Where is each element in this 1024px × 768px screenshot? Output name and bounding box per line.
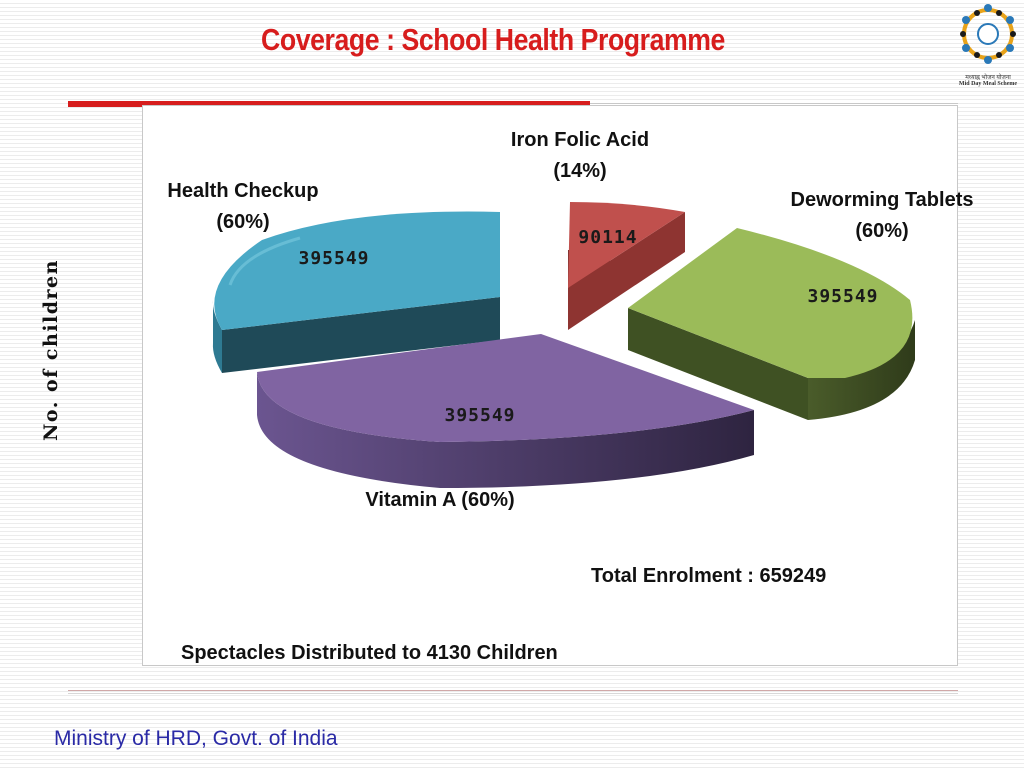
category-label-health-checkup: Health Checkup (60%) — [143, 176, 343, 238]
slice-deworming-top — [628, 228, 913, 378]
category-label-deworming: Deworming Tablets (60%) — [758, 185, 1006, 247]
slice-deworming-inner-wall — [628, 308, 808, 420]
category-name-vitamin-a: Vitamin A (60%) — [365, 489, 515, 511]
footer-text: Ministry of HRD, Govt. of India — [54, 727, 338, 750]
value-label-iron-folic-acid: 90114 — [578, 227, 637, 248]
slice-deworming — [628, 228, 915, 420]
title-underline — [68, 101, 590, 107]
logo-center — [977, 23, 999, 45]
footer-divider-secondary — [68, 693, 958, 694]
category-label-vitamin-a: Vitamin A (60%) — [330, 485, 550, 516]
category-percent-health-checkup: (60%) — [216, 211, 270, 233]
slice-vitamin-a — [257, 334, 754, 488]
category-name-iron-folic-acid: Iron Folic Acid — [510, 129, 650, 151]
slice-vitamin-a-side — [257, 372, 754, 488]
category-label-iron-folic-acid: Iron Folic Acid (14%) — [480, 125, 680, 187]
title-underline-thin — [590, 103, 958, 104]
slice-health-checkup — [212, 211, 500, 373]
category-percent-deworming: (60%) — [855, 220, 909, 242]
mdm-logo — [952, 0, 1024, 94]
slice-iron-folic-acid-top — [568, 202, 685, 288]
total-enrolment-note: Total Enrolment : 659249 — [591, 565, 827, 587]
logo-caption-hindi: मध्याह्न भोजन योजना — [965, 75, 1011, 81]
footer-divider — [68, 690, 958, 691]
logo-figures — [962, 4, 1014, 64]
mdm-logo-icon — [960, 4, 1016, 64]
page-title: Coverage : School Health Programme — [261, 22, 725, 57]
value-label-vitamin-a: 395549 — [444, 405, 515, 426]
slice-iron-folic-acid-side — [568, 212, 685, 330]
category-percent-iron-folic-acid: (14%) — [553, 160, 607, 182]
spectacles-note: Spectacles Distributed to 4130 Children — [181, 642, 558, 664]
category-name-health-checkup: Health Checkup — [167, 180, 319, 202]
value-label-health-checkup: 395549 — [298, 248, 369, 269]
value-label-deworming: 395549 — [807, 286, 878, 307]
slice-health-checkup-inner-wall — [222, 297, 500, 373]
category-name-deworming: Deworming Tablets — [790, 189, 974, 211]
slice-iron-folic-acid — [568, 202, 685, 330]
slice-health-checkup-side — [212, 300, 222, 373]
logo-caption-english: Mid Day Meal Scheme — [958, 81, 1018, 87]
slice-vitamin-a-top — [257, 334, 754, 442]
